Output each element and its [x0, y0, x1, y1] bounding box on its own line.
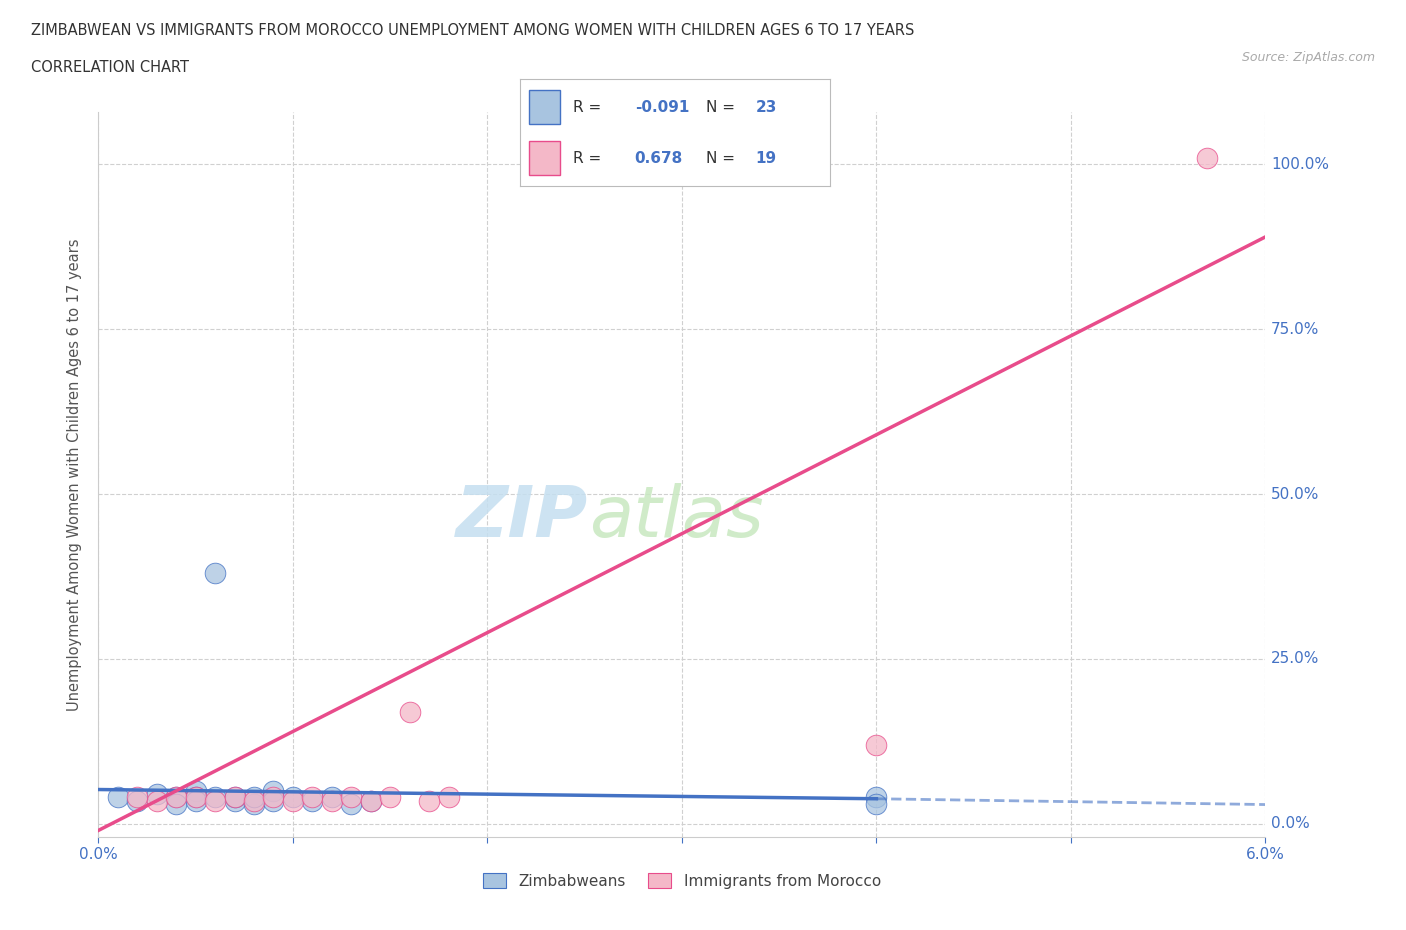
Point — [378, 790, 402, 804]
Point — [184, 783, 207, 798]
Point — [165, 797, 187, 812]
Point — [204, 790, 226, 804]
Point — [865, 737, 887, 752]
Point — [184, 790, 207, 804]
Bar — [530, 89, 561, 124]
Point — [865, 797, 887, 812]
Point — [281, 790, 304, 804]
Point — [146, 793, 169, 808]
Point — [360, 793, 382, 808]
Text: R =: R = — [572, 100, 600, 115]
Point — [204, 565, 226, 580]
Point — [262, 790, 284, 804]
Text: Source: ZipAtlas.com: Source: ZipAtlas.com — [1241, 51, 1375, 64]
Legend: Zimbabweans, Immigrants from Morocco: Zimbabweans, Immigrants from Morocco — [477, 867, 887, 895]
Bar — [530, 141, 561, 175]
Text: 0.678: 0.678 — [634, 151, 683, 166]
Text: 23: 23 — [755, 100, 776, 115]
Text: ZIMBABWEAN VS IMMIGRANTS FROM MOROCCO UNEMPLOYMENT AMONG WOMEN WITH CHILDREN AGE: ZIMBABWEAN VS IMMIGRANTS FROM MOROCCO UN… — [31, 23, 914, 38]
Text: N =: N = — [706, 151, 735, 166]
Point — [418, 793, 440, 808]
Text: atlas: atlas — [589, 484, 763, 552]
Text: 100.0%: 100.0% — [1271, 157, 1329, 172]
Point — [865, 790, 887, 804]
Point — [262, 783, 284, 798]
Text: ZIP: ZIP — [457, 484, 589, 552]
Point — [321, 790, 343, 804]
Point — [398, 704, 420, 719]
Point — [360, 793, 382, 808]
Point — [321, 793, 343, 808]
Point — [204, 793, 226, 808]
Text: 0.0%: 0.0% — [1271, 817, 1310, 831]
Text: 75.0%: 75.0% — [1271, 322, 1320, 337]
Point — [184, 793, 207, 808]
Text: N =: N = — [706, 100, 735, 115]
Text: -0.091: -0.091 — [634, 100, 689, 115]
Point — [340, 790, 363, 804]
Point — [127, 790, 149, 804]
Text: R =: R = — [572, 151, 600, 166]
Y-axis label: Unemployment Among Women with Children Ages 6 to 17 years: Unemployment Among Women with Children A… — [67, 238, 83, 711]
Text: 25.0%: 25.0% — [1271, 651, 1320, 667]
Point — [224, 790, 246, 804]
Point — [165, 790, 187, 804]
Point — [127, 793, 149, 808]
Point — [165, 790, 187, 804]
Point — [184, 790, 207, 804]
Point — [224, 793, 246, 808]
Point — [301, 793, 323, 808]
Point — [243, 793, 266, 808]
Point — [243, 797, 266, 812]
Point — [301, 790, 323, 804]
Point — [107, 790, 129, 804]
Point — [243, 790, 266, 804]
Text: 19: 19 — [755, 151, 776, 166]
Point — [437, 790, 460, 804]
Point — [340, 797, 363, 812]
Text: 50.0%: 50.0% — [1271, 486, 1320, 501]
Point — [281, 793, 304, 808]
Text: CORRELATION CHART: CORRELATION CHART — [31, 60, 188, 75]
Point — [262, 793, 284, 808]
Point — [1195, 151, 1218, 166]
Point — [224, 790, 246, 804]
Point — [146, 787, 169, 802]
